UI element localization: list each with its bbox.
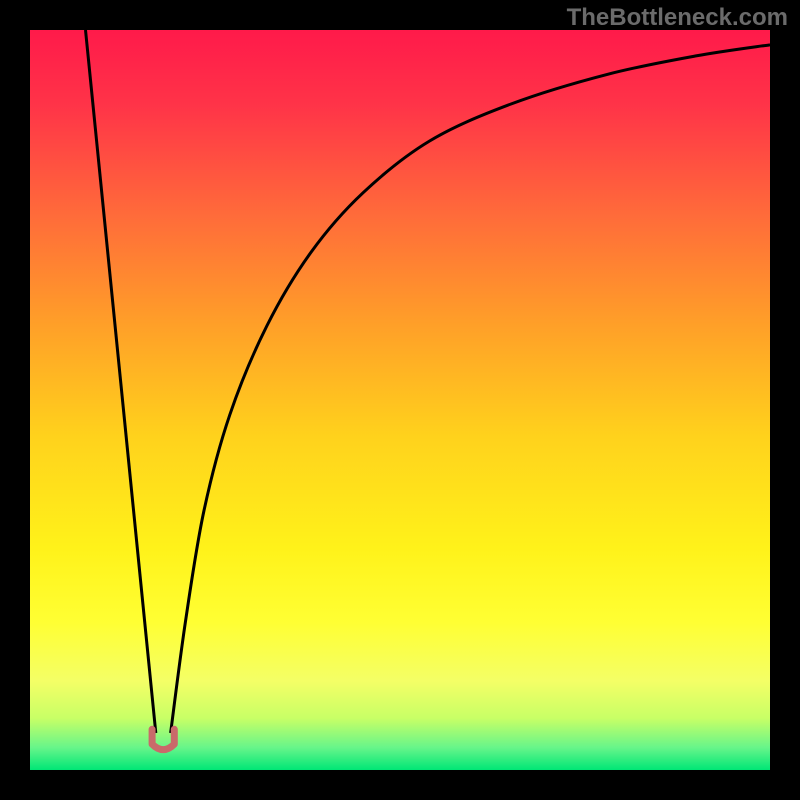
valley-marker [152,729,174,749]
watermark-text: TheBottleneck.com [567,4,788,32]
chart-container: TheBottleneck.com [0,0,800,800]
curve-right-branch [171,45,770,733]
curve-layer [30,30,770,770]
plot-area [30,30,770,770]
curve-left-branch [86,30,156,733]
